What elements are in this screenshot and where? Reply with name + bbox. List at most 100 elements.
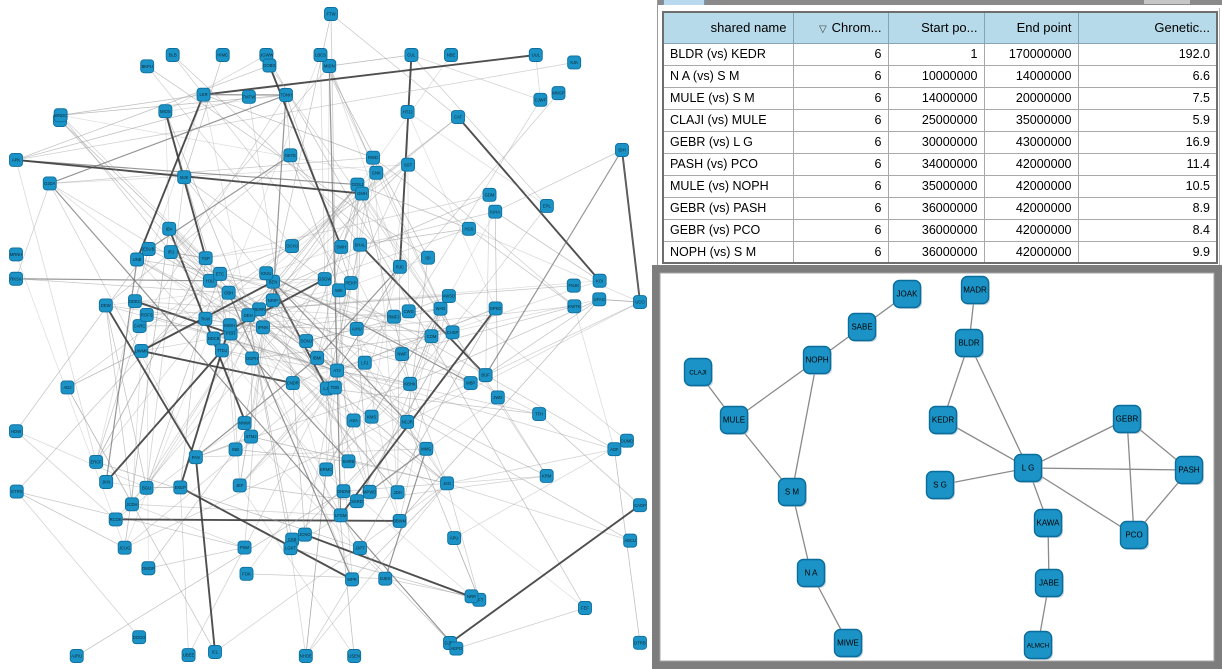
network-node[interactable]: NRIP [265,293,280,308]
network-node[interactable]: INB [228,442,243,457]
network-node[interactable]: MPWD [362,484,377,499]
network-node[interactable]: BBWM [392,513,407,528]
network-node[interactable]: JCDH [125,497,139,512]
network-node-JOAK[interactable]: JOAK [892,279,923,310]
network-node[interactable]: GNK [369,165,384,180]
network-node-LG[interactable]: L G [1013,453,1044,484]
network-node[interactable]: GSGW [317,272,332,287]
network-node[interactable]: MJK [177,170,192,185]
network-node[interactable]: TTDJ [214,343,229,358]
network-node[interactable]: KMS [364,409,379,424]
network-node[interactable]: AEPO [449,641,464,656]
network-node[interactable]: GOBG [262,58,277,73]
network-node[interactable]: SWH [334,240,349,254]
network-node[interactable]: OJDA [42,176,57,191]
network-node[interactable]: IRJ [163,245,178,260]
network-node[interactable]: IUHA [488,204,503,219]
network-node[interactable]: DOGO [132,630,147,645]
network-node-PASH[interactable]: PASH [1174,455,1205,486]
network-node[interactable]: KRM [539,469,554,483]
network-node-JABE[interactable]: JABE [1034,568,1065,599]
network-node[interactable]: GDM [482,187,497,202]
network-node[interactable]: JKN [99,475,114,489]
network-node[interactable]: JJPT [353,541,367,556]
network-node[interactable]: ROFS [139,307,154,322]
network-node[interactable]: HGS [462,221,476,236]
network-node[interactable]: DONJ [299,334,314,349]
table-row[interactable]: GEBR (vs) PASH 6 36000000 42000000 8.9 [662,196,1218,220]
network-node[interactable]: TKW [198,311,213,326]
network-node[interactable]: UWMK [134,344,149,358]
network-node[interactable]: FNJK [566,278,581,293]
network-node-KAWA[interactable]: KAWA [1033,508,1064,539]
network-node-MULE[interactable]: MULE [719,405,750,436]
network-node[interactable]: KBHK [403,376,418,391]
column-header-chrom[interactable]: ▽ Chrom... [792,11,889,44]
table-row[interactable]: MULE (vs) S M 6 14000000 20000000 7.5 [662,86,1218,110]
network-node[interactable]: TMTW [241,89,256,104]
network-node[interactable]: JCUG [117,540,132,555]
network-node[interactable]: OMOP [141,561,156,576]
network-node[interactable]: DPKD [488,301,503,316]
network-node[interactable]: KOI [592,273,607,288]
network-node[interactable]: ESUB [141,242,156,256]
network-node[interactable]: STMJ [244,429,258,444]
network-edge-BLDR-LG[interactable] [968,342,1029,469]
network-node[interactable]: PAS [188,450,203,465]
column-header-startpo[interactable]: Start po... [887,11,985,44]
network-node[interactable]: OGPH [245,351,260,366]
table-row[interactable]: BLDR (vs) KEDR 6 1 170000000 192.0 [662,42,1218,66]
network-node[interactable]: DDEC [128,294,142,309]
network-node[interactable]: CWG [401,304,416,319]
network-node[interactable]: TONH [279,88,293,102]
network-node[interactable]: OBH [221,285,236,300]
network-node[interactable]: MRNH [9,247,23,262]
network-node[interactable]: RMFJ [386,309,401,324]
network-node[interactable]: OCHJ [285,239,299,254]
network-node[interactable]: ADJ [60,380,75,395]
network-node[interactable]: ABCU [623,533,638,548]
table-row[interactable]: PASH (vs) PCO 6 34000000 42000000 11.4 [662,152,1218,176]
network-node[interactable]: NWF [395,347,410,361]
network-node[interactable]: ETC [213,266,227,281]
network-node[interactable]: ONDW [336,484,351,499]
network-node[interactable]: HOW [9,424,23,439]
network-node[interactable]: BUF [478,368,493,383]
network-node[interactable]: TFH [532,407,547,421]
network-node[interactable]: ERMC [319,462,334,477]
network-node[interactable]: COM [424,329,439,344]
network-node[interactable]: SHRB [341,454,356,469]
network-node[interactable]: NNWI [237,416,252,430]
network-node[interactable]: JEF [232,478,247,493]
network-node[interactable]: WAD [433,301,448,316]
network-node[interactable]: LFJ [357,355,372,370]
network-node[interactable]: GTRS [9,484,24,499]
network-node[interactable]: UCO [633,295,647,310]
network-node[interactable]: HTJJ [400,104,415,119]
network-edge-NOPH-MULE[interactable] [733,359,818,421]
network-node[interactable]: CHSP [445,325,460,340]
network-node[interactable]: BLB [165,48,180,62]
network-node-SM[interactable]: S M [777,477,808,508]
network-node[interactable]: JWD [490,390,505,405]
network-node-CLAJI[interactable]: CLAJI [683,357,714,388]
network-node[interactable]: HIMC [215,48,230,62]
network-node-ALMCH[interactable]: ALMCH [1023,630,1054,661]
network-node-BLDR[interactable]: BLDR [954,328,985,359]
network-node[interactable]: MBP [463,376,478,390]
network-node[interactable]: MMG [419,441,434,456]
network-node-SABE[interactable]: SABE [847,312,878,343]
column-header-sharedname[interactable]: shared name [662,11,794,44]
network-node[interactable]: ERCF [89,454,104,469]
network-node[interactable]: EKEP [173,480,188,495]
network-edge-LG-PASH[interactable] [1027,467,1190,471]
network-edge-GEBR-PCO[interactable] [1126,418,1135,536]
network-node[interactable]: SST [401,157,416,172]
network-node[interactable]: WIK [332,283,346,298]
network-node[interactable]: OUMD [619,433,634,448]
network-node[interactable]: RJC [392,259,407,274]
network-node-SG[interactable]: S G [925,470,956,501]
network-node[interactable]: UFAG [592,292,607,307]
network-node-GEBR[interactable]: GEBR [1112,404,1143,435]
network-edge-LG-PCO[interactable] [1027,467,1135,536]
